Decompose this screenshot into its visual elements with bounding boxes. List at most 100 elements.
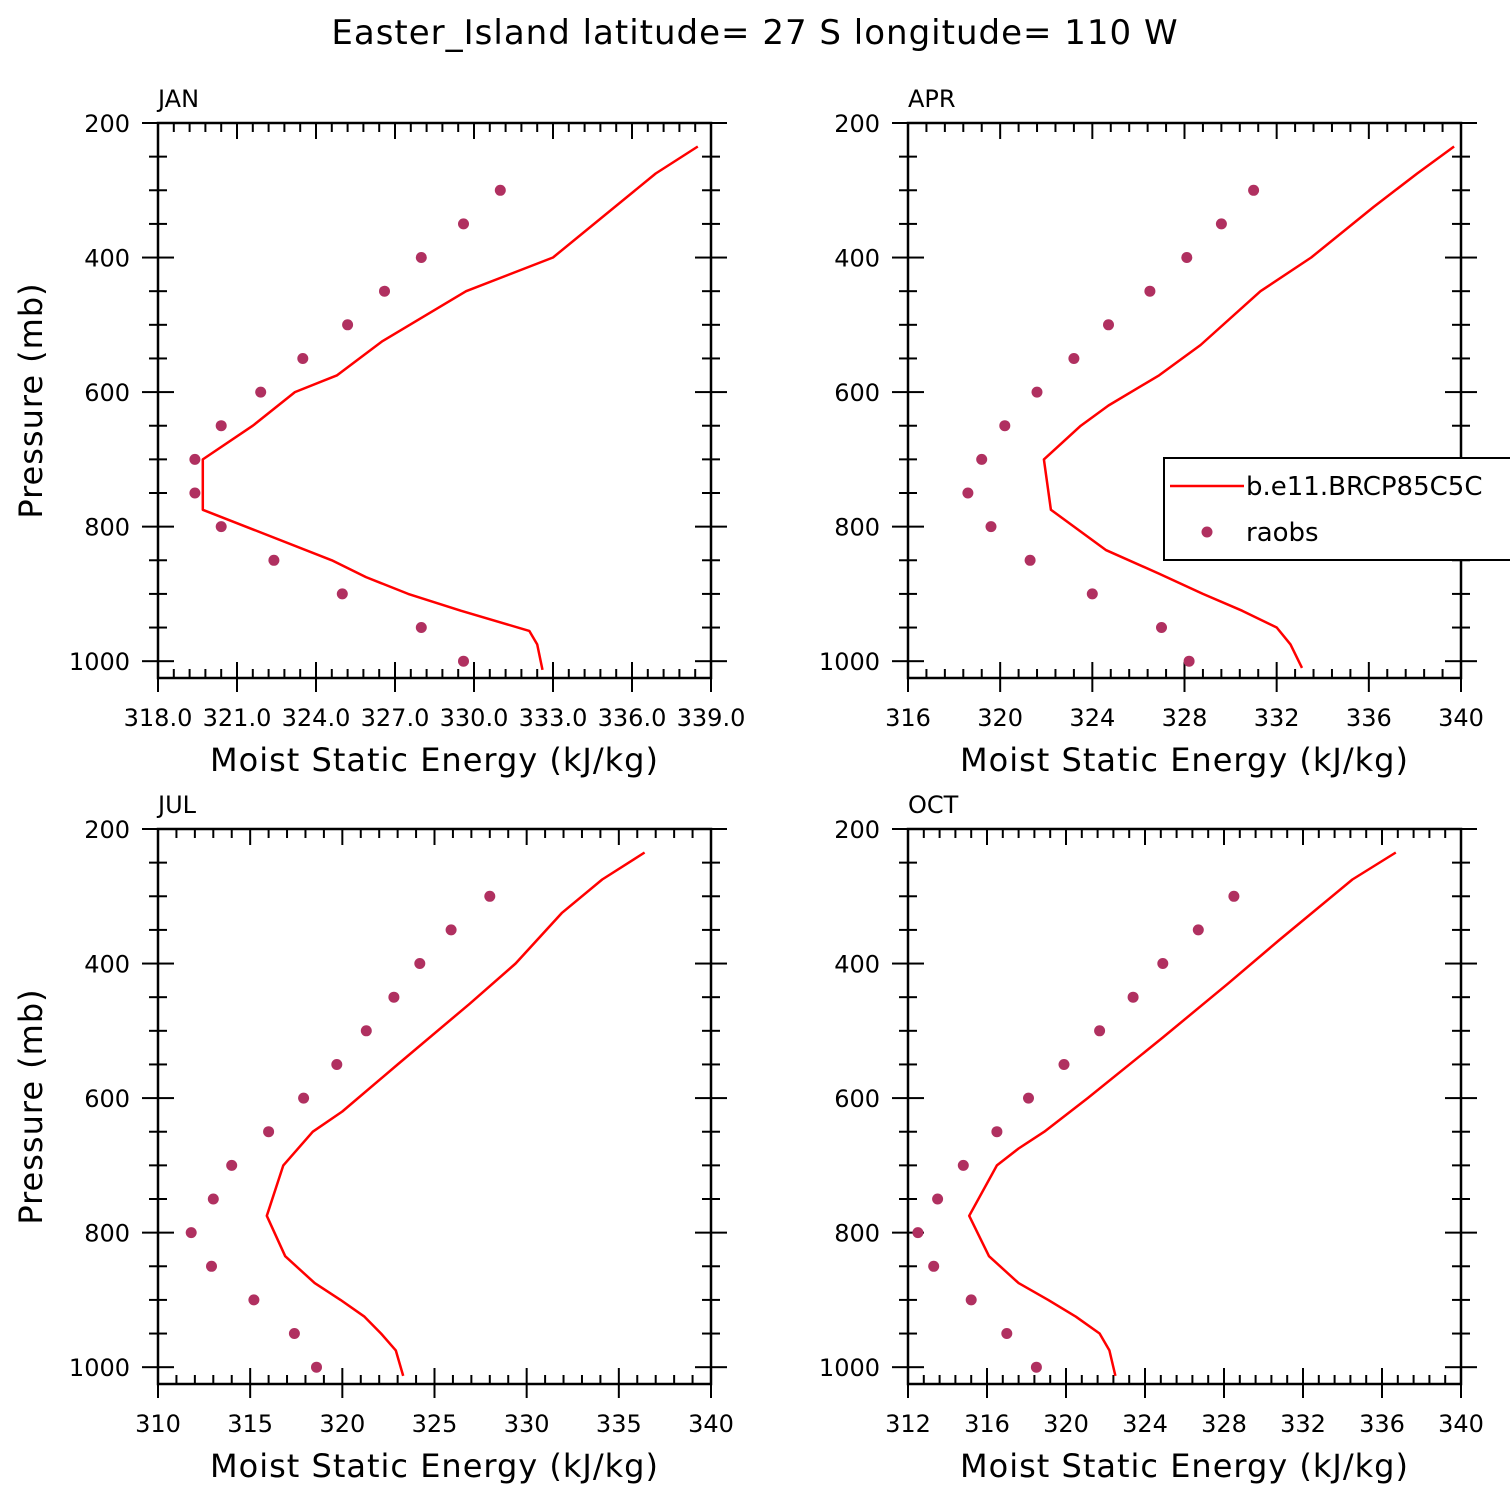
- x-tick-label: 320: [1043, 1410, 1089, 1438]
- raobs-point: [311, 1361, 322, 1373]
- x-tick-label: 336: [1359, 1410, 1405, 1438]
- y-axis-title: Pressure (mb): [12, 282, 50, 518]
- raobs-point: [1215, 218, 1227, 230]
- raobs-point: [288, 1328, 300, 1339]
- raobs-point: [415, 252, 427, 263]
- raobs-point: [1183, 655, 1195, 667]
- x-tick-label: 340: [1438, 704, 1484, 732]
- y-tick-label: 400: [834, 951, 880, 979]
- raobs-point: [1086, 588, 1098, 600]
- x-tick-label: 328: [1201, 1410, 1247, 1438]
- raobs-point: [1103, 319, 1114, 331]
- raobs-point: [928, 1260, 940, 1272]
- raobs-point: [1058, 1059, 1070, 1070]
- raobs-point: [1068, 353, 1080, 364]
- raobs-point: [976, 453, 988, 465]
- raobs-point: [991, 1126, 1003, 1138]
- x-tick-label: 320: [319, 1410, 365, 1438]
- model-line-series: [265, 851, 646, 1377]
- raobs-point: [494, 184, 506, 196]
- x-tick-label: 330: [504, 1410, 550, 1438]
- raobs-point: [207, 1193, 219, 1205]
- raobs-point: [379, 285, 390, 297]
- raobs-point: [360, 1025, 372, 1037]
- raobs-point: [1228, 890, 1240, 902]
- model-line-series: [1042, 145, 1455, 669]
- raobs-point: [445, 924, 457, 936]
- x-tick-label: 324.0: [282, 704, 351, 732]
- x-axis-title: Moist Static Energy (kJ/kg): [210, 1447, 659, 1485]
- raobs-point: [1156, 622, 1167, 633]
- raobs-point: [298, 1092, 310, 1104]
- raobs-point: [912, 1227, 924, 1239]
- raobs-point: [248, 1294, 260, 1306]
- raobs-point: [297, 353, 309, 364]
- raobs-point: [1031, 386, 1043, 398]
- x-tick-label: 316: [885, 704, 931, 732]
- y-tick-label: 800: [84, 1220, 130, 1248]
- plot-frame: [156, 827, 713, 1386]
- raobs-point: [965, 1294, 977, 1306]
- x-tick-label: 339.0: [677, 704, 746, 732]
- raobs-point: [985, 521, 997, 533]
- legend-marker-swatch: [1201, 526, 1213, 538]
- raobs-point: [215, 521, 227, 533]
- y-tick-label: 200: [834, 816, 880, 844]
- x-tick-label: 340: [688, 1410, 734, 1438]
- plot-frame: [906, 121, 1463, 680]
- y-axis-title: Pressure (mb): [12, 988, 50, 1224]
- raobs-point: [1127, 991, 1139, 1003]
- raobs-point: [331, 1059, 343, 1070]
- plot-frame: [906, 827, 1463, 1386]
- raobs-point: [1181, 252, 1193, 263]
- y-tick-label: 800: [834, 514, 880, 542]
- raobs-point: [206, 1260, 217, 1272]
- raobs-point: [1030, 1361, 1042, 1373]
- raobs-point: [1144, 285, 1156, 297]
- x-tick-label: 318.0: [124, 704, 193, 732]
- raobs-point: [415, 622, 427, 633]
- x-tick-label: 333.0: [519, 704, 588, 732]
- raobs-point: [189, 453, 201, 465]
- x-tick-label: 321.0: [203, 704, 272, 732]
- legend: b.e11.BRCP85C5C raobs: [1163, 457, 1510, 561]
- raobs-point: [932, 1193, 944, 1205]
- raobs-point: [215, 420, 227, 432]
- y-tick-label: 400: [834, 245, 880, 273]
- y-tick-label: 600: [84, 1085, 130, 1113]
- panel-label: OCT: [908, 791, 959, 819]
- panel-label: APR: [908, 85, 956, 113]
- plot-frame: [156, 121, 713, 680]
- raobs-point: [1024, 554, 1036, 566]
- raobs-point: [1248, 184, 1260, 196]
- x-tick-label: 316: [964, 1410, 1010, 1438]
- y-tick-label: 800: [834, 1220, 880, 1248]
- y-tick-label: 1000: [819, 1354, 880, 1382]
- panel-label: JAN: [156, 85, 199, 113]
- x-tick-label: 335: [596, 1410, 642, 1438]
- y-tick-label: 200: [84, 110, 130, 138]
- x-axis-title: Moist Static Energy (kJ/kg): [960, 1447, 1409, 1485]
- raobs-point: [962, 487, 974, 499]
- x-tick-label: 320: [977, 704, 1023, 732]
- raobs-point: [263, 1126, 275, 1138]
- raobs-point: [1094, 1025, 1106, 1037]
- x-tick-label: 327.0: [361, 704, 430, 732]
- x-tick-label: 324: [1069, 704, 1115, 732]
- y-tick-label: 800: [84, 514, 130, 542]
- raobs-point: [957, 1159, 969, 1171]
- y-tick-label: 400: [84, 245, 130, 273]
- figure-title: Easter_Island latitude= 27 S longitude= …: [331, 13, 1178, 53]
- y-tick-label: 1000: [69, 648, 130, 676]
- x-tick-label: 324: [1122, 1410, 1168, 1438]
- raobs-point: [342, 319, 354, 331]
- raobs-point: [226, 1159, 238, 1171]
- raobs-point: [458, 655, 469, 667]
- raobs-point: [388, 991, 400, 1003]
- panel-label: JUL: [156, 791, 197, 819]
- raobs-point: [1192, 924, 1204, 936]
- panel-jan: JAN 200 400 600 800 1000 318.0 321.0 324.0 327.0 3…: [12, 85, 745, 779]
